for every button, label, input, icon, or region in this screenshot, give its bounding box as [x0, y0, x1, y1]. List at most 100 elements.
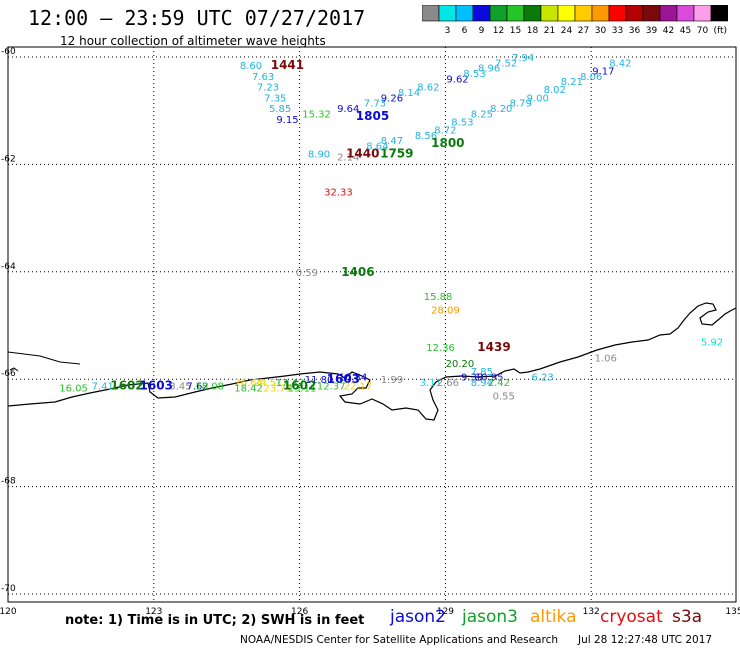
- wave-height-value: 26.64: [234, 378, 263, 389]
- wave-height-value: 8.02: [544, 85, 566, 96]
- scale-tick-label: 15: [510, 26, 521, 36]
- color-scale-bar: 3 6 9 12 15 18 21 24 27 30 33 36 39 42 45 70 (ft): [422, 5, 728, 36]
- pass-time-label: 1406: [341, 265, 374, 279]
- legend-jason3: jason3: [462, 607, 518, 627]
- pass-time-label: 1440: [346, 147, 379, 161]
- wave-height-value: 9.17: [592, 66, 614, 77]
- wave-height-value: 20.20: [446, 359, 475, 370]
- wave-height-value: 32.33: [324, 187, 353, 198]
- scale-tick-label: 18: [527, 26, 539, 36]
- wave-height-value: 3.45: [169, 382, 191, 393]
- wave-height-value: 2.42: [488, 378, 510, 389]
- wave-height-value: 12.36: [426, 343, 455, 354]
- scale-tick-label: 70: [697, 26, 709, 36]
- scale-tick-label: 36: [629, 26, 641, 36]
- wave-height-value: 3.11: [420, 378, 442, 389]
- latitude-label: -62: [1, 154, 16, 164]
- wave-height-value: 7.62: [186, 382, 208, 393]
- pass-time-label: 1603: [140, 379, 173, 393]
- scale-unit-label: (ft): [713, 26, 727, 36]
- pass-time-label: 1602: [283, 379, 316, 393]
- legend-jason2: jason2: [390, 607, 446, 627]
- wave-height-value: 8.72: [434, 125, 456, 136]
- wave-height-value: 28.09: [431, 305, 460, 316]
- wave-height-value: 13.11: [288, 383, 317, 394]
- wave-height-value: 6.23: [531, 373, 553, 384]
- longitude-label: 126: [291, 607, 308, 617]
- wave-height-value: 9.15: [276, 115, 298, 126]
- coastline: [7, 302, 737, 421]
- pass-time-label: 1602: [110, 379, 143, 393]
- wave-height-value: 24.51: [254, 378, 283, 389]
- scale-tick-label: 12: [493, 26, 504, 36]
- wave-height-value: 8.96: [478, 64, 500, 75]
- wave-height-value: 9.00: [527, 93, 549, 104]
- scale-tick-label: 24: [561, 26, 573, 36]
- wave-height-value: 8.25: [471, 109, 493, 120]
- wave-height-value: 15.88: [424, 292, 453, 303]
- wave-height-value: 8.53: [463, 69, 485, 80]
- pass-time-label: 1439: [477, 340, 510, 354]
- wave-height-value: 0.55: [493, 391, 515, 402]
- longitude-label: 120: [0, 607, 17, 617]
- scale-swatch: [710, 5, 728, 22]
- wave-height-value: 8.14: [398, 88, 420, 99]
- wave-height-value: 0.59: [296, 268, 318, 279]
- coastline-lower: [7, 351, 81, 365]
- wave-height-value: 8.20: [490, 104, 512, 115]
- wave-height-value: 9.39: [461, 373, 483, 384]
- map-subtitle: 12 hour collection of altimeter wave hei…: [60, 34, 326, 48]
- wave-height-value: 8.79: [510, 99, 532, 110]
- pass-time-label: 1805: [356, 109, 389, 123]
- scale-tick-label: 39: [646, 26, 658, 36]
- wave-height-value: 7.35: [264, 93, 286, 104]
- footnote: note: 1) Time is in UTC; 2) SWH is in fe…: [65, 613, 365, 628]
- wave-height-value: 7.94: [512, 53, 534, 64]
- latitude-label: -66: [1, 369, 16, 379]
- wave-height-value: 9.62: [446, 74, 468, 85]
- scale-tick-label: 42: [663, 26, 674, 36]
- wave-height-value: 7.63: [252, 72, 274, 83]
- credit-line: NOAA/NESDIS Center for Satellite Applica…: [240, 634, 558, 646]
- wave-height-value: 8.42: [609, 58, 631, 69]
- scale-tick-label: 45: [680, 26, 691, 36]
- wave-height-value: 17.42: [276, 378, 305, 389]
- legend-s3a: s3a: [672, 607, 703, 627]
- wave-height-value: 7.85: [471, 367, 493, 378]
- wave-height-value: 18.42: [234, 383, 263, 394]
- wave-height-value: 8.62: [417, 83, 439, 94]
- legend-altika: altika: [530, 607, 577, 627]
- gridlines: [8, 47, 736, 602]
- wave-height-value: 2.66: [437, 378, 459, 389]
- wave-height-value: 8.64: [366, 142, 388, 153]
- wave-height-value: 8.21: [561, 77, 583, 88]
- wave-height-value: 5.85: [269, 104, 291, 115]
- wave-height-value: 7.23: [257, 83, 279, 94]
- scale-tick-label: 3: [445, 26, 451, 36]
- coastline-islet: [9, 367, 19, 372]
- wave-height-value: 8.53: [451, 117, 473, 128]
- wave-height-value: 9.26: [381, 93, 403, 104]
- latitude-label: -68: [1, 477, 16, 487]
- pass-time-label: 1800: [431, 136, 464, 150]
- scale-tick-label: 9: [479, 26, 485, 36]
- wave-height-value: 10.84: [339, 373, 368, 384]
- longitude-label: 132: [583, 607, 600, 617]
- latitude-label: -70: [1, 584, 16, 594]
- longitude-label: 123: [145, 607, 162, 617]
- longitude-label: 135: [725, 607, 740, 617]
- longitude-label: 129: [437, 607, 454, 617]
- map-title: 12:00 – 23:59 UTC 07/27/2017: [28, 6, 366, 30]
- wave-height-value: 8.90: [308, 150, 330, 161]
- wave-height-value: 8.47: [381, 136, 403, 147]
- observation-labels: 8.607.637.237.355.859.15 1441 15.32 9.64 7.7…: [59, 53, 723, 402]
- wave-height-value: 12.37: [317, 382, 346, 393]
- latitude-label: -64: [1, 262, 16, 272]
- axis-labels: 120 123 126 129 132 135 -60 -62 -64 -66 -68 -70: [0, 47, 740, 617]
- wave-height-value: 15.32: [302, 109, 331, 120]
- wave-height-value: 10.95: [475, 373, 504, 384]
- wave-height-value: 16.05: [59, 383, 88, 394]
- pass-time-label: 1759: [380, 147, 413, 161]
- wave-height-value: 18.08: [195, 382, 224, 393]
